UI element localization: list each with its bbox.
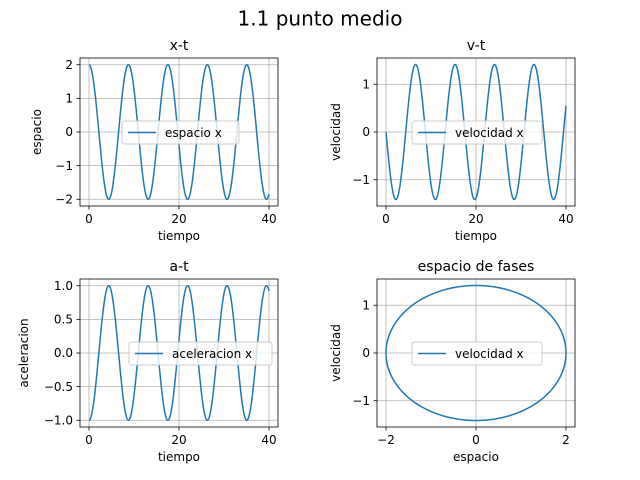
- y-tick-label-0: −1.0: [44, 413, 73, 427]
- y-tick-label-0: −2: [55, 192, 73, 206]
- y-tick-label-0: −1: [352, 173, 370, 187]
- y-tick-label-1: 0: [362, 346, 370, 360]
- legend-label: aceleracion x: [172, 347, 252, 361]
- y-tick-label-2: 0: [65, 125, 73, 139]
- legend: velocidad x: [411, 341, 543, 366]
- y-axis-label: aceleracion: [17, 318, 31, 387]
- legend-label: espacio x: [165, 126, 222, 140]
- series-line-1: [88, 284, 270, 422]
- x-axis-label: tiempo: [158, 229, 200, 243]
- x-tick-label-1: 20: [171, 433, 186, 447]
- x-tick-label-0: −2: [377, 433, 395, 447]
- x-tick-label-2: 40: [261, 212, 276, 226]
- figure-suptitle: 1.1 punto medio: [238, 7, 403, 31]
- y-tick-label-4: 1.0: [54, 279, 73, 293]
- y-axis-label: velocidad: [329, 324, 343, 382]
- y-tick-label-2: 1: [362, 77, 370, 91]
- legend: velocidad x: [411, 120, 543, 145]
- legend-box: [411, 120, 543, 145]
- series-line-1: [385, 63, 567, 201]
- legend-label: velocidad x: [455, 347, 524, 361]
- x-tick-label-0: 0: [85, 212, 93, 226]
- x-tick-label-2: 40: [558, 212, 573, 226]
- y-tick-label-1: −1: [55, 159, 73, 173]
- legend-box: [411, 341, 543, 366]
- legend-box: [128, 341, 273, 366]
- y-axis-label: velocidad: [329, 103, 343, 161]
- series-line-1: [385, 284, 567, 422]
- x-tick-label-0: 0: [85, 433, 93, 447]
- x-axis-label: tiempo: [455, 229, 497, 243]
- y-tick-label-3: 1: [65, 92, 73, 106]
- x-tick-label-1: 0: [472, 433, 480, 447]
- subplot-title: x-t: [170, 38, 189, 54]
- y-tick-label-2: 0.0: [54, 346, 73, 360]
- x-axis-label: tiempo: [158, 450, 200, 464]
- x-axis-label: espacio: [453, 450, 499, 464]
- series-line-1: [88, 63, 270, 201]
- legend: aceleracion x: [128, 341, 273, 366]
- subplot-title: a-t: [169, 259, 189, 275]
- subplot-3: 0 20 40 −1.0 −0.5 0.0 0.5 1.0 a-t tiempo aceleraci…: [17, 259, 279, 464]
- subplot-title: espacio de fases: [418, 259, 535, 275]
- subplot-4: −2 0 2 −1 0 1 espacio de fases espacio velocidad…: [329, 259, 576, 464]
- y-axis-label: espacio: [30, 109, 44, 155]
- y-tick-label-3: 0.5: [54, 313, 73, 327]
- subplot-title: v-t: [467, 38, 486, 54]
- x-tick-label-1: 20: [171, 212, 186, 226]
- x-tick-label-2: 40: [261, 433, 276, 447]
- x-tick-label-0: 0: [382, 212, 390, 226]
- legend-box: [121, 120, 240, 145]
- y-tick-label-1: 0: [362, 125, 370, 139]
- legend: espacio x: [121, 120, 240, 145]
- y-tick-label-4: 2: [65, 58, 73, 72]
- subplot-1: 0 20 40 −2 −1 0 1 2 x-t tiempo espacio espacio x: [30, 38, 279, 243]
- y-tick-label-2: 1: [362, 298, 370, 312]
- y-tick-label-0: −1: [352, 394, 370, 408]
- x-tick-label-2: 2: [562, 433, 570, 447]
- y-tick-label-1: −0.5: [44, 380, 73, 394]
- x-tick-label-1: 20: [468, 212, 483, 226]
- legend-label: velocidad x: [455, 126, 524, 140]
- subplot-2: 0 20 40 −1 0 1 v-t tiempo velocidad velocidad x: [329, 38, 576, 243]
